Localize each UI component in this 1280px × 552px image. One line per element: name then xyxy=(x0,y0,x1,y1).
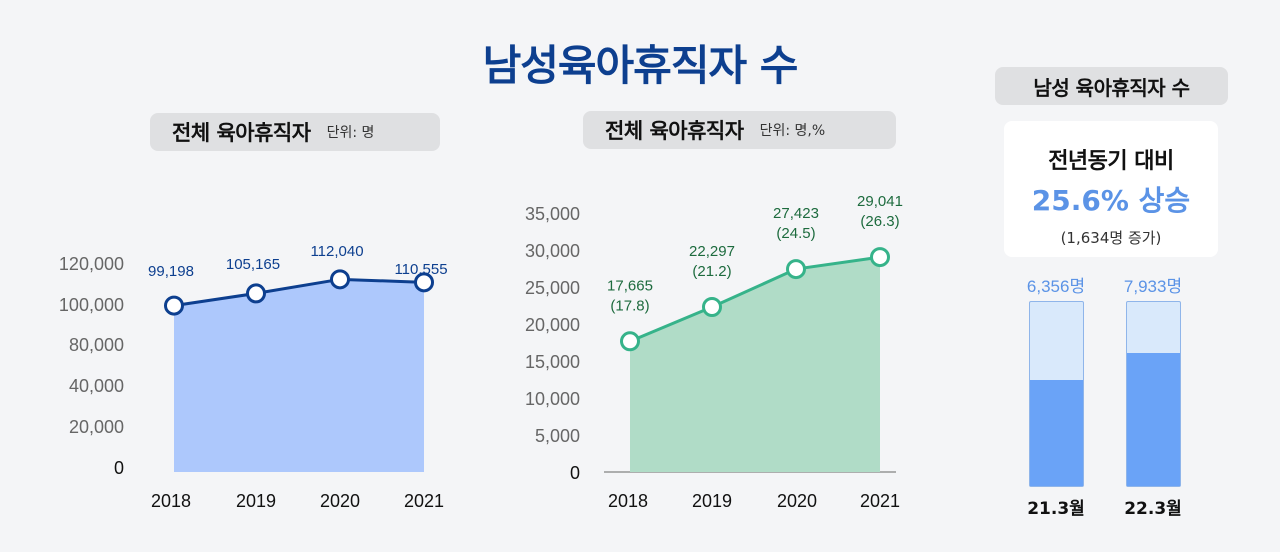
x-tick-label: 2020 xyxy=(320,491,360,511)
data-label: 110,555 xyxy=(394,261,447,278)
y-tick-label: 35,000 xyxy=(525,204,580,224)
x-tick-label: 2020 xyxy=(777,491,817,511)
compare-label: 전년동기 대비 xyxy=(1048,149,1174,174)
comparison-box: 전년동기 대비 25.6% 상승 (1,634명 증가) xyxy=(1004,121,1218,257)
left-chart-title: 전체 육아휴직자 xyxy=(172,121,311,145)
y-tick-label: 25,000 xyxy=(525,278,580,298)
data-label: 105,165 xyxy=(226,256,280,273)
left-chart-header: 전체 육아휴직자 단위: 명 xyxy=(150,113,440,151)
bar-value-label: 6,356명 xyxy=(1026,277,1086,296)
y-tick-label: 100,000 xyxy=(59,295,124,315)
data-label-percent: (17.8) xyxy=(610,297,649,314)
y-tick-label: 20,000 xyxy=(69,417,124,437)
page-title: 남성육아휴직자 수 xyxy=(482,41,799,90)
left-chart-unit: 단위: 명 xyxy=(326,125,375,141)
change-percent: 25.6% 상승 xyxy=(1031,184,1191,217)
y-tick-label: 120,000 xyxy=(59,254,124,274)
y-tick-label: 30,000 xyxy=(525,241,580,261)
data-point xyxy=(414,272,434,293)
data-label-percent: (24.5) xyxy=(776,225,815,242)
x-tick-label: 2021 xyxy=(860,491,900,511)
middle-chart-title: 전체 육아휴직자 xyxy=(605,119,744,143)
y-tick-label: 40,000 xyxy=(69,376,124,396)
data-label: 112,040 xyxy=(310,243,363,260)
data-label: 17,665 xyxy=(607,277,653,294)
data-point xyxy=(786,259,806,280)
bar xyxy=(1029,380,1083,486)
bar-category-label: 21.3월 xyxy=(1027,499,1085,519)
y-tick-label: 0 xyxy=(570,463,580,483)
data-label: 22,297 xyxy=(689,243,735,260)
bar-value-label: 7,933명 xyxy=(1123,277,1183,296)
right-panel-title: 남성 육아휴직자 수 xyxy=(1033,75,1190,100)
x-tick-label: 2018 xyxy=(608,491,648,511)
right-panel-header: 남성 육아휴직자 수 xyxy=(995,67,1228,105)
y-tick-label: 10,000 xyxy=(525,389,580,409)
y-tick-label: 5,000 xyxy=(535,426,580,446)
bar-category-label: 22.3월 xyxy=(1124,499,1182,519)
x-tick-label: 2019 xyxy=(692,491,732,511)
series-line xyxy=(173,277,425,308)
x-tick-label: 2021 xyxy=(404,491,444,511)
bar xyxy=(1126,353,1180,486)
data-label-percent: (21.2) xyxy=(692,263,731,280)
y-tick-label: 20,000 xyxy=(525,315,580,335)
increase-count: (1,634명 증가) xyxy=(1060,229,1162,247)
y-tick-label: 0 xyxy=(114,458,124,478)
data-point xyxy=(702,297,722,318)
data-label: 29,041 xyxy=(857,193,903,210)
area-fill xyxy=(630,257,880,472)
data-point xyxy=(246,283,266,304)
middle-chart-header: 전체 육아휴직자 단위: 명,% xyxy=(583,111,896,149)
data-point xyxy=(620,331,640,352)
data-label-percent: (26.3) xyxy=(860,213,899,230)
x-tick-label: 2018 xyxy=(151,491,191,511)
x-tick-label: 2019 xyxy=(236,491,276,511)
data-point xyxy=(330,269,350,290)
series-line xyxy=(629,255,881,343)
area-fill xyxy=(174,279,424,472)
data-point xyxy=(164,295,184,316)
data-point xyxy=(870,247,890,268)
data-label: 27,423 xyxy=(773,205,819,222)
y-tick-label: 80,000 xyxy=(69,335,124,355)
middle-chart-unit: 단위: 명,% xyxy=(759,123,826,139)
data-label: 99,198 xyxy=(148,263,194,280)
y-tick-label: 15,000 xyxy=(525,352,580,372)
